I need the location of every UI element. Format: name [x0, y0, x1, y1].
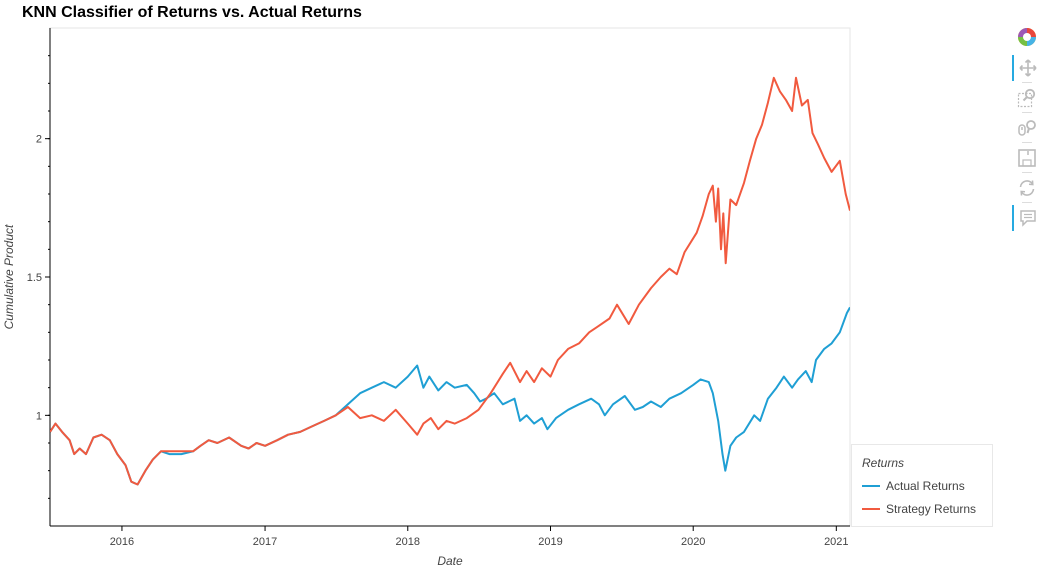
toolbar-separator	[1022, 202, 1032, 203]
box-zoom-tool[interactable]	[1012, 85, 1042, 111]
legend-item-actual-returns[interactable]: Actual Returns	[862, 477, 965, 495]
x-tick-label: 2021	[824, 536, 848, 548]
plot-frame	[49, 27, 851, 527]
x-tick-label: 2019	[538, 536, 562, 548]
series-line-strategy-returns	[50, 76, 850, 486]
legend-swatch-actual	[862, 485, 880, 487]
x-tick-label: 2017	[253, 536, 277, 548]
toolbar-separator	[1022, 172, 1032, 173]
y-tick-label: 1	[36, 410, 42, 422]
pan-icon	[1019, 59, 1037, 77]
toolbar-separator	[1022, 142, 1032, 143]
hover-tool[interactable]	[1012, 205, 1042, 231]
reset-icon	[1019, 180, 1035, 196]
y-tick-label: 1.5	[27, 272, 42, 284]
x-tick-label: 2016	[110, 536, 134, 548]
hover-icon	[1020, 210, 1036, 227]
save-tool[interactable]	[1012, 145, 1042, 171]
reset-tool[interactable]	[1012, 175, 1042, 201]
plot-toolbar	[1012, 24, 1042, 239]
y-axis-label: Cumulative Product	[2, 224, 16, 329]
toolbar-separator	[1022, 82, 1032, 83]
legend: Returns Actual Returns Strategy Returns	[851, 444, 993, 527]
x-axis-label: Date	[437, 554, 463, 568]
legend-title: Returns	[862, 456, 905, 470]
legend-label-actual: Actual Returns	[886, 479, 965, 493]
bokeh-logo-icon[interactable]	[1012, 24, 1042, 50]
axis-ticks: 2016 2017 2018 2019 2020 2021 1 1.5 2	[27, 55, 849, 548]
y-tick-label: 2	[36, 134, 42, 146]
chart-title: KNN Classifier of Returns vs. Actual Ret…	[22, 4, 362, 21]
wheel-zoom-tool[interactable]	[1012, 115, 1042, 141]
series-lines	[50, 76, 850, 486]
x-tick-label: 2018	[396, 536, 420, 548]
x-tick-label: 2020	[681, 536, 705, 548]
wheel-zoom-icon	[1018, 120, 1036, 136]
legend-label-strategy: Strategy Returns	[886, 502, 977, 516]
legend-swatch-strategy	[862, 508, 880, 510]
pan-tool[interactable]	[1012, 55, 1042, 81]
save-icon	[1018, 149, 1036, 167]
box-zoom-icon	[1017, 88, 1036, 108]
toolbar-separator	[1022, 112, 1032, 113]
legend-item-strategy-returns[interactable]: Strategy Returns	[862, 500, 976, 518]
